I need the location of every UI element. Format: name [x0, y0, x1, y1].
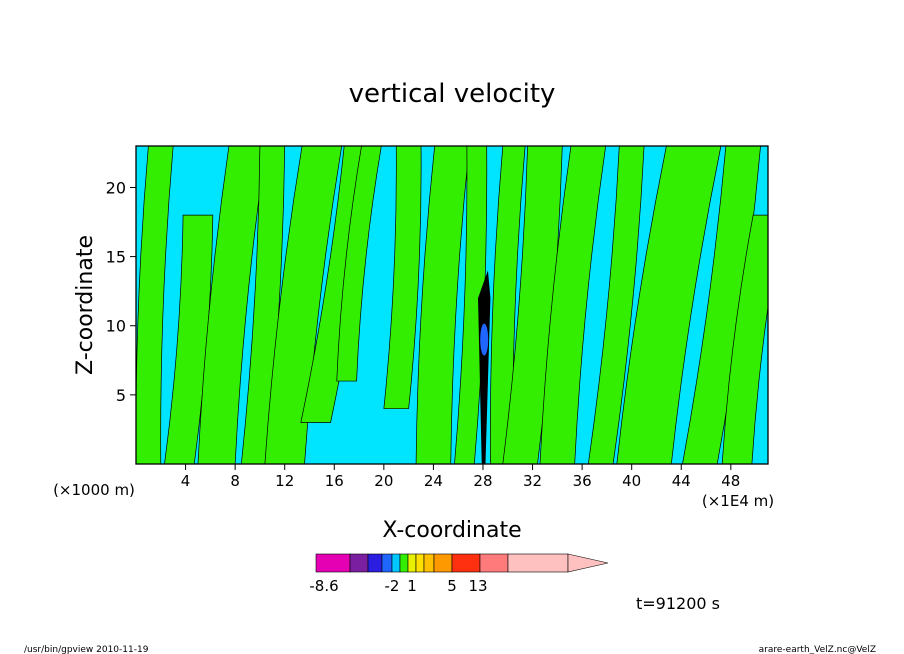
colorbar-label-3: 5 — [447, 577, 457, 595]
contour-bands — [136, 146, 768, 464]
core-dark — [478, 270, 491, 464]
y-tick-label-15: 15 — [106, 248, 126, 267]
contour-band-14 — [616, 146, 722, 464]
x-axis: 4 8 12 16 20 24 28 32 36 40 44 48 — [181, 464, 740, 490]
colorbar: -8.6 -2 1 5 13 — [309, 553, 609, 595]
colorbar-segment-2 — [367, 553, 383, 573]
contour-band-8 — [415, 146, 470, 464]
x-tick-label-16: 16 — [325, 472, 344, 490]
chart-title: vertical velocity — [349, 79, 556, 109]
contour-band-16 — [721, 214, 768, 464]
colorbar-segment-11 — [479, 553, 509, 573]
colorbar-arrow — [567, 553, 609, 573]
x-tick-label-32: 32 — [523, 472, 542, 490]
x-tick-label-12: 12 — [275, 472, 294, 490]
plot-area — [135, 145, 769, 465]
x-tick-label-40: 40 — [622, 472, 641, 490]
x-tick-label-28: 28 — [473, 472, 492, 490]
colorbar-segment-6 — [407, 553, 417, 573]
colorbar-segment-3 — [381, 553, 393, 573]
colorbar-segment-12 — [507, 553, 569, 573]
y-axis-title: Z-coordinate — [73, 235, 98, 375]
contour-band-0 — [136, 146, 174, 464]
colorbar-segment-10 — [451, 553, 481, 573]
x-tick-label-4: 4 — [181, 472, 191, 490]
time-label: t=91200 s — [636, 594, 720, 613]
x-axis-title: X-coordinate — [382, 518, 521, 543]
colorbar-label-1: -2 — [385, 577, 400, 595]
contour-band-2 — [197, 146, 267, 464]
colorbar-segment-8 — [423, 553, 435, 573]
x-tick-label-24: 24 — [424, 472, 443, 490]
x-tick-label-36: 36 — [573, 472, 592, 490]
colorbar-segment-5 — [399, 553, 409, 573]
footer-right: arare-earth_VelZ.nc@VelZ — [759, 645, 876, 654]
x-unit-right: (×1E4 m) — [702, 492, 774, 510]
x-unit-left: (×1000 m) — [53, 481, 135, 499]
y-tick-label-5: 5 — [116, 386, 126, 405]
x-tick-label-20: 20 — [374, 472, 393, 490]
core-blue — [480, 323, 489, 356]
y-axis: 5 10 15 20 — [106, 178, 136, 405]
colorbar-label-4: 13 — [468, 577, 487, 595]
colorbar-segment-0 — [315, 553, 351, 573]
y-tick-label-10: 10 — [106, 317, 126, 336]
contour-band-12 — [539, 146, 607, 464]
contour-band-13 — [587, 146, 645, 464]
x-tick-label-8: 8 — [230, 472, 240, 490]
colorbar-label-0: -8.6 — [309, 577, 338, 595]
updraft-core — [478, 270, 491, 464]
plot-frame — [135, 145, 769, 465]
colorbar-segment-1 — [349, 553, 369, 573]
x-tick-label-44: 44 — [672, 472, 691, 490]
contour-band-7 — [383, 146, 422, 410]
footer-left: /usr/bin/gpview 2010-11-19 — [24, 645, 149, 654]
colorbar-segment-9 — [433, 553, 453, 573]
colorbar-label-2: 1 — [407, 577, 417, 595]
contour-band-6 — [336, 146, 382, 382]
x-tick-label-48: 48 — [721, 472, 740, 490]
colorbar-segment-7 — [415, 553, 425, 573]
colorbar-segment-4 — [391, 553, 401, 573]
y-tick-label-20: 20 — [106, 178, 126, 197]
